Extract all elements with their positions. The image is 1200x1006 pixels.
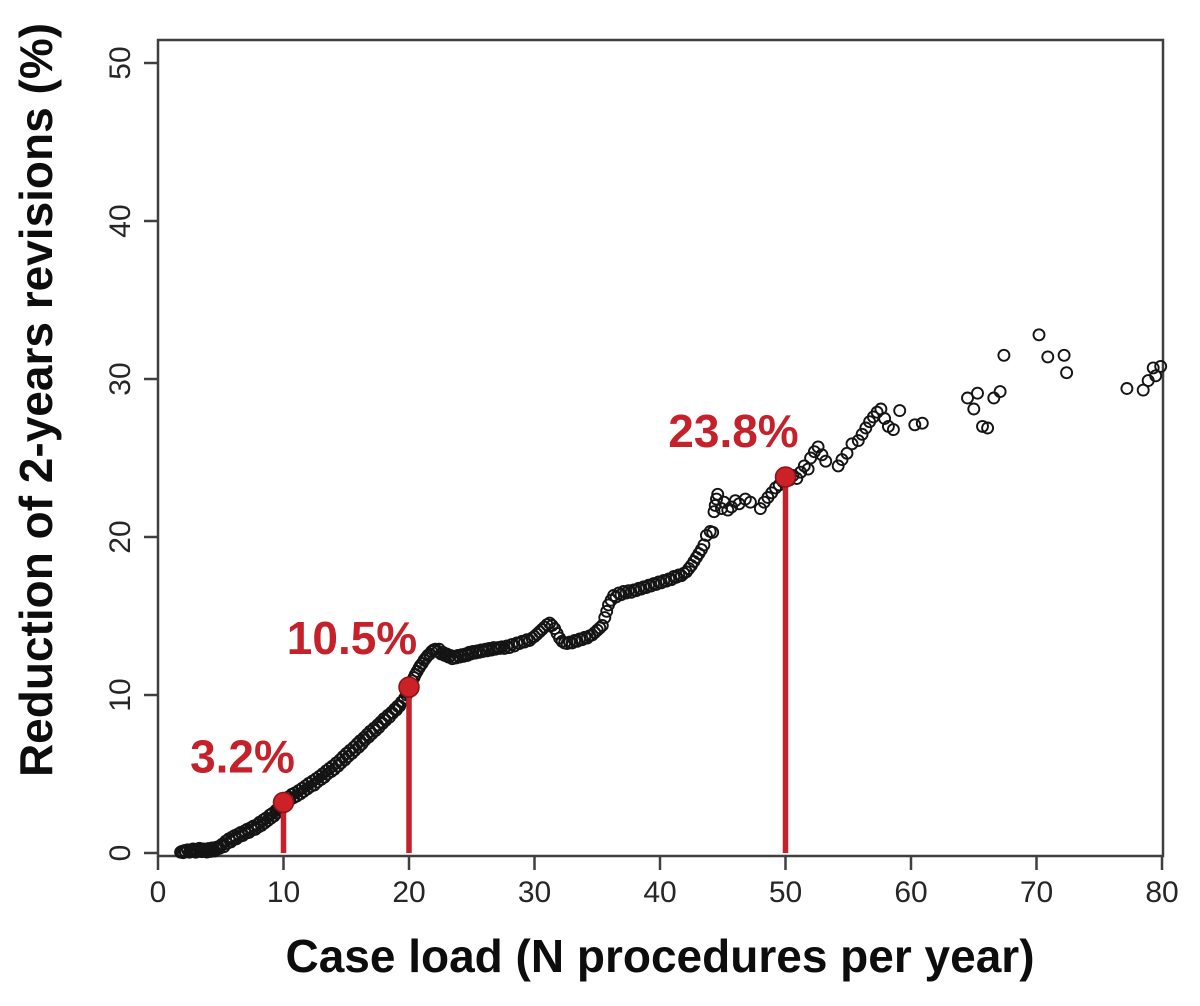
data-point	[797, 459, 811, 473]
x-tick-label: 0	[150, 876, 167, 909]
y-axis-title: Reduction of 2-years revisions (%)	[10, 23, 62, 777]
data-point	[845, 437, 859, 451]
data-point	[1146, 361, 1160, 375]
data-point	[815, 448, 829, 462]
data-point	[1120, 382, 1134, 395]
data-point	[993, 385, 1007, 399]
x-tick-label: 30	[518, 876, 551, 909]
axis-ticks: 0 10 20 30 40 50 60 70 80 0 10 20 30 40 50	[104, 46, 1179, 909]
data-point	[819, 454, 833, 468]
highlight-label: 23.8%	[668, 405, 798, 457]
data-point	[967, 402, 981, 416]
data-point	[804, 451, 818, 465]
x-tick-label: 80	[1145, 876, 1178, 909]
data-point	[981, 421, 995, 435]
data-point	[707, 505, 721, 519]
data-point	[870, 405, 884, 419]
highlight-point	[774, 466, 797, 488]
x-tick-label: 60	[894, 876, 927, 909]
data-point	[831, 459, 845, 473]
data-point	[769, 481, 782, 495]
data-point	[971, 386, 984, 400]
data-point	[348, 743, 362, 757]
data-point	[711, 487, 725, 501]
data-point	[721, 503, 735, 517]
data-point	[987, 391, 1001, 405]
data-point	[593, 621, 607, 635]
x-tick-label: 20	[392, 876, 425, 909]
y-tick-label: 10	[104, 678, 137, 711]
data-point	[893, 404, 907, 418]
data-point	[915, 416, 929, 430]
y-tick-label: 20	[104, 520, 137, 553]
x-tick-label: 70	[1020, 876, 1053, 909]
data-point	[341, 750, 355, 764]
data-point	[855, 427, 869, 441]
x-tick-label: 40	[643, 876, 676, 909]
data-point	[1032, 328, 1046, 342]
data-point	[1154, 359, 1168, 373]
highlight-point	[272, 791, 295, 814]
y-tick-label: 40	[104, 204, 137, 237]
data-point	[598, 611, 612, 625]
data-point	[476, 645, 490, 658]
data-point	[493, 641, 507, 655]
data-point	[706, 525, 720, 539]
x-tick-label: 50	[769, 876, 802, 909]
data-point	[327, 762, 341, 776]
x-tick-label: 10	[267, 876, 300, 909]
data-point	[851, 434, 865, 448]
plot-frame	[156, 38, 1165, 858]
data-point	[1060, 366, 1074, 380]
data-point	[961, 391, 974, 405]
highlight-label: 10.5%	[287, 612, 417, 664]
data-point	[595, 619, 609, 632]
y-tick-label: 50	[104, 46, 137, 79]
highlight-label: 3.2%	[190, 730, 295, 782]
data-point	[811, 440, 825, 454]
highlight-annotations: 3.2% 10.5% 23.8%	[190, 405, 799, 853]
data-point	[1057, 348, 1071, 362]
data-point	[743, 495, 757, 509]
data-point	[859, 421, 873, 435]
data-point	[878, 412, 892, 425]
data-point	[725, 500, 738, 514]
data-point	[699, 528, 713, 542]
y-tick-label: 0	[104, 845, 137, 862]
highlight-point	[398, 676, 420, 698]
x-axis-title: Case load (N procedures per year)	[285, 930, 1034, 982]
data-point	[997, 348, 1011, 362]
y-tick-label: 30	[104, 362, 137, 395]
data-point	[753, 502, 767, 516]
data-point	[600, 604, 614, 618]
data-point	[886, 423, 900, 437]
data-point	[1041, 350, 1055, 364]
data-point	[908, 418, 922, 432]
